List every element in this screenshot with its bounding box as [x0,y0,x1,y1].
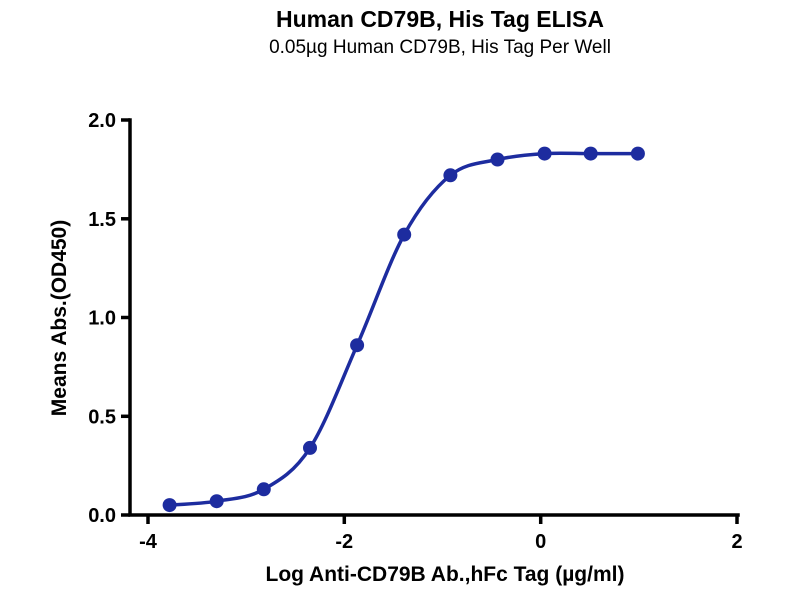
data-point [397,227,412,242]
data-points [162,146,645,513]
data-point [256,482,271,497]
y-tick-label: 1.5 [88,209,116,231]
y-tick-label: 0.5 [88,406,116,428]
y-tick-label: 0.0 [88,505,116,527]
axes [128,118,740,517]
x-tick-label: -2 [335,531,353,553]
y-tick-label: 2.0 [88,110,116,132]
data-point [303,440,317,455]
y-axis-label: Means Abs.(OD450) [48,220,71,416]
data-point [630,146,645,161]
tick-labels: -4 -2 0 2 0.0 0.5 1.0 1.5 2.0 [88,110,742,553]
y-tick-label: 1.0 [88,308,116,330]
data-point [537,146,552,161]
data-point [583,146,598,161]
chart-title: Human CD79B, His Tag ELISA [276,6,604,32]
axis-lines [128,118,740,517]
x-tick-label: 2 [731,531,742,553]
x-axis-label: Log Anti-CD79B Ab.,hFc Tag (µg/ml) [266,563,625,586]
data-point [490,152,505,167]
tick-marks [121,118,739,524]
x-tick-label: -4 [139,531,158,553]
data-point [350,338,365,353]
data-point [209,494,224,509]
fit-curve [167,151,640,507]
data-point [162,498,177,513]
x-tick-label: 0 [535,531,546,553]
chart-subtitle: 0.05µg Human CD79B, His Tag Per Well [269,37,611,58]
data-point [443,168,458,183]
